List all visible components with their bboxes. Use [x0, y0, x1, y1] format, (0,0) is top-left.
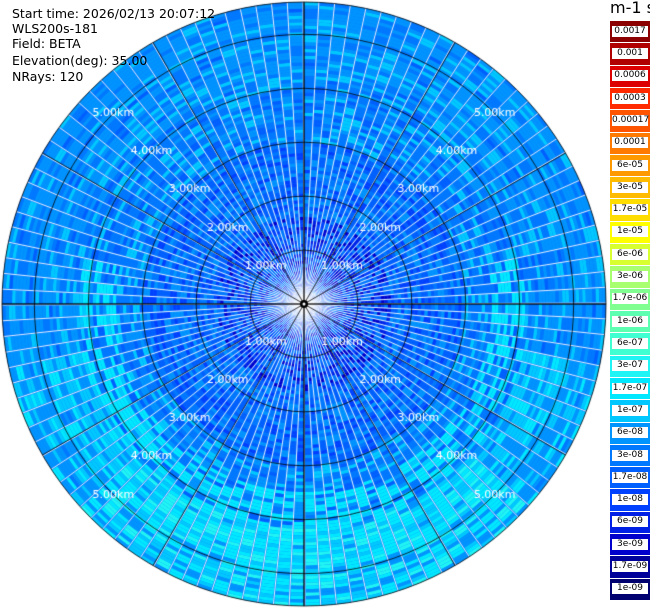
colorbar-tick-label: 1e-06 [612, 315, 648, 327]
colorbar-tick-label: 0.0006 [612, 70, 648, 82]
colorbar-tick-label: 6e-09 [612, 516, 648, 528]
colorbar-tick-label: 1.7e-07 [612, 382, 648, 394]
colorbar-tick-label: 3e-05 [612, 181, 648, 193]
colorbar-tick-label: 6e-08 [612, 427, 648, 439]
colorbar-tick-label: 3e-07 [612, 360, 648, 372]
colorbar-tick-label: 1e-08 [612, 494, 648, 506]
elevation-label: Elevation(deg): 35.00 [12, 53, 148, 68]
colorbar-tick-label: 1e-09 [612, 583, 648, 595]
colorbar-tick-label: 1e-07 [612, 404, 648, 416]
colorbar-tick-label: 3e-09 [612, 538, 648, 550]
colorbar-tick-label: 0.00017 [612, 114, 650, 126]
colorbar-tick-label: 1.7e-05 [612, 204, 648, 216]
colorbar: 0.0017 0.001 0.0006 0.0003 0.00017 0.0001 6e-0… [610, 20, 650, 600]
instrument-label: WLS200s-181 [12, 21, 98, 36]
colorbar-tick-label: 3e-08 [612, 449, 648, 461]
colorbar-tick-label: 0.0017 [612, 25, 648, 37]
colorbar-tick-label: 3e-06 [612, 271, 648, 283]
colorbar-tick-label: 1.7e-08 [612, 471, 648, 483]
colorbar-tick-label: 0.0001 [612, 137, 648, 149]
nrays-label: NRays: 120 [12, 69, 84, 84]
colorbar-title: m-1 sr-1 [610, 0, 650, 17]
colorbar-tick-label: 6e-05 [612, 159, 648, 171]
colorbar-tick-label: 1e-05 [612, 226, 648, 238]
ppi-plot [0, 0, 610, 610]
colorbar-tick-label: 1.7e-06 [612, 293, 648, 305]
colorbar-tick-label: 0.001 [612, 47, 648, 59]
colorbar-tick-label: 0.0003 [612, 92, 648, 104]
start-time-label: Start time: 2026/02/13 20:07:12 [12, 6, 216, 21]
colorbar-tick-label: 6e-07 [612, 337, 648, 349]
field-label: Field: BETA [12, 36, 81, 51]
colorbar-tick-label: 6e-06 [612, 248, 648, 260]
colorbar-tick-label: 1.7e-09 [612, 561, 648, 573]
